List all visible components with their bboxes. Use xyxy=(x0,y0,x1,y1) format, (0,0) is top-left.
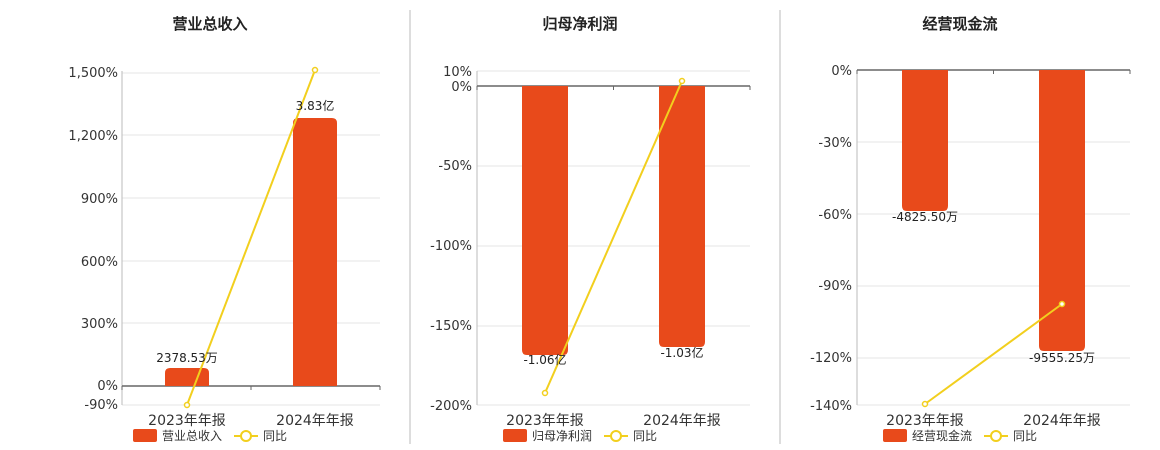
yoy-line xyxy=(924,303,1063,405)
bar-value-label: 3.83亿 xyxy=(296,98,335,113)
y-tick-label: 600% xyxy=(81,255,118,270)
x-category-label: 2024年年报 xyxy=(276,413,354,429)
plot-area: -4825.50万 -9555.25万 xyxy=(856,69,1131,408)
y-tick-label: 1,200% xyxy=(68,129,118,144)
legend-bar-swatch xyxy=(133,429,157,442)
y-tick-label: -30% xyxy=(818,136,852,151)
y-tick-label: 10% xyxy=(443,65,472,80)
chart-operating-cash-flow: 经营现金流 0% -30% -60% -90% -120% -140% -482… xyxy=(810,15,1131,443)
y-axis-ticks: 0% -30% -60% -90% -120% -140% xyxy=(810,64,852,414)
legend: 营业总收入 同比 xyxy=(133,429,287,443)
legend: 归母净利润 同比 xyxy=(503,429,657,443)
bar-value-label: 2378.53万 xyxy=(156,351,218,365)
y-tick-label: -90% xyxy=(818,279,852,294)
yoy-point xyxy=(921,400,929,408)
legend-line-marker xyxy=(990,430,1002,442)
y-tick-label: -200% xyxy=(430,399,472,414)
y-tick-label: 0% xyxy=(831,64,852,79)
plot-area: -1.06亿 -1.03亿 xyxy=(476,70,751,406)
bar xyxy=(659,86,705,347)
legend-bar-label: 营业总收入 xyxy=(162,429,222,443)
y-tick-label: -120% xyxy=(810,351,852,366)
yoy-point xyxy=(541,389,549,397)
chart-title: 归母净利润 xyxy=(542,15,617,33)
bar-value-label: -9555.25万 xyxy=(1029,351,1095,365)
legend-bar-label: 经营现金流 xyxy=(912,428,972,443)
bar-value-label: -4825.50万 xyxy=(892,210,958,224)
y-tick-label: -90% xyxy=(84,398,118,413)
plot-area: 2378.53万 3.83亿 xyxy=(121,66,381,409)
legend-line-label: 同比 xyxy=(263,429,287,443)
bar xyxy=(522,86,568,355)
legend: 经营现金流 同比 xyxy=(883,428,1037,443)
bar xyxy=(1039,70,1085,351)
y-tick-label: 900% xyxy=(81,192,118,207)
y-tick-label: -150% xyxy=(430,319,472,334)
yoy-point xyxy=(1058,300,1066,308)
bar-value-label: -1.06亿 xyxy=(523,352,566,367)
y-axis-ticks: 10% 0% -50% -100% -150% -200% xyxy=(430,65,472,414)
x-category-label: 2024年年报 xyxy=(1023,413,1101,429)
chart-net-profit: 归母净利润 10% 0% -50% -100% -150% -200% -1.0… xyxy=(430,15,751,443)
y-tick-label: -100% xyxy=(430,239,472,254)
legend-bar-swatch xyxy=(503,429,527,442)
y-tick-label: -50% xyxy=(438,159,472,174)
legend-line-marker xyxy=(610,430,622,442)
y-tick-label: 0% xyxy=(451,80,472,95)
legend-bar-label: 归母净利润 xyxy=(532,429,592,443)
y-tick-label: 300% xyxy=(81,317,118,332)
y-tick-label: -60% xyxy=(818,208,852,223)
legend-line-label: 同比 xyxy=(1013,429,1037,443)
yoy-line xyxy=(544,80,683,394)
legend-bar-swatch xyxy=(883,429,907,442)
legend-line-label: 同比 xyxy=(633,429,657,443)
y-tick-label: 1,500% xyxy=(68,66,118,81)
chart-revenue: 营业总收入 1,500% 1,200% 900% 600% 300% 0% -9… xyxy=(68,15,381,443)
yoy-line xyxy=(186,69,316,406)
bar xyxy=(293,118,337,386)
x-category-label: 2023年年报 xyxy=(886,413,964,429)
x-category-label: 2023年年报 xyxy=(148,413,226,429)
x-category-label: 2024年年报 xyxy=(643,413,721,429)
chart-title: 营业总收入 xyxy=(172,15,247,33)
bar xyxy=(165,368,209,386)
legend-line-marker xyxy=(240,430,252,442)
yoy-point xyxy=(183,401,191,409)
chart-title: 经营现金流 xyxy=(922,15,997,33)
yoy-point xyxy=(311,66,319,74)
y-tick-label: 0% xyxy=(97,379,118,394)
bar-value-label: -1.03亿 xyxy=(660,345,703,360)
y-axis-ticks: 1,500% 1,200% 900% 600% 300% 0% -90% xyxy=(68,66,118,413)
y-tick-label: -140% xyxy=(810,399,852,414)
x-category-label: 2023年年报 xyxy=(506,413,584,429)
bar xyxy=(902,70,948,211)
yoy-point xyxy=(678,77,686,85)
